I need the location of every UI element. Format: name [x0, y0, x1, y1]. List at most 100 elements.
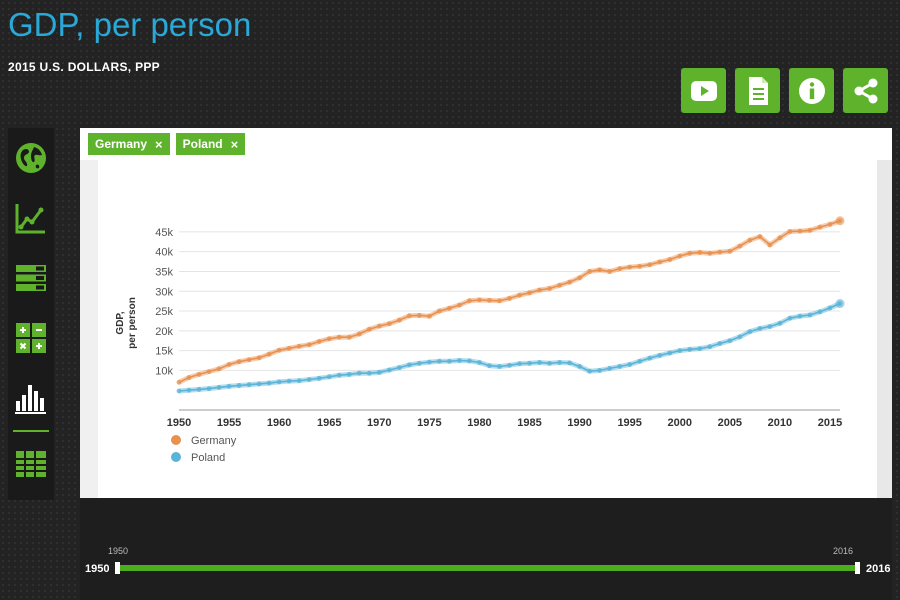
document-icon	[748, 76, 768, 105]
data-point	[467, 358, 472, 364]
data-point	[306, 342, 312, 348]
timeline-end-handle[interactable]	[855, 562, 860, 574]
data-point	[797, 313, 803, 319]
data-point	[537, 360, 542, 365]
play-video-button[interactable]	[681, 68, 726, 113]
page-subtitle: 2015 U.S. DOLLARS, PPP	[8, 60, 160, 74]
data-point	[447, 305, 452, 311]
bar-chart-icon	[15, 385, 46, 414]
y-tick-label: 40k	[155, 247, 173, 259]
data-point	[497, 298, 502, 304]
data-point	[336, 334, 342, 340]
data-point	[757, 234, 763, 240]
y-tick-label: 15k	[155, 346, 173, 358]
data-point	[727, 338, 733, 344]
timeline-start-label: 1950	[108, 546, 128, 556]
data-point	[717, 249, 723, 255]
data-point	[266, 380, 272, 386]
share-button[interactable]	[843, 68, 888, 113]
remove-chip-icon[interactable]: ×	[155, 136, 163, 152]
data-point	[547, 286, 552, 291]
share-icon	[854, 78, 877, 103]
data-point	[467, 298, 472, 304]
x-tick-label: 1950	[167, 417, 191, 429]
data-point	[406, 362, 412, 368]
sidebar-divider	[13, 430, 49, 432]
timeline-start-value: 1950	[85, 563, 109, 575]
data-point	[366, 326, 372, 332]
data-point	[687, 347, 693, 352]
x-tick-label: 1965	[317, 417, 341, 429]
sidebar	[8, 128, 54, 500]
data-point	[386, 367, 392, 373]
data-point	[597, 368, 603, 373]
data-point	[336, 372, 342, 378]
data-point	[697, 250, 703, 255]
data-point	[607, 269, 613, 274]
chart-area: 10k 15k 20k 25k 30k 35k 40k 45k 1950 1955 1960 1965…	[98, 160, 877, 518]
data-point	[276, 379, 282, 385]
sidebar-item-calculator[interactable]	[8, 308, 54, 368]
data-point	[647, 262, 653, 268]
data-point	[817, 224, 823, 230]
data-point	[527, 290, 532, 296]
y-tick-label: 10k	[155, 365, 173, 377]
data-point	[386, 321, 392, 327]
page-title: GDP, per person	[8, 6, 252, 43]
data-point	[767, 242, 773, 248]
data-point	[627, 264, 633, 270]
data-point	[677, 348, 683, 354]
timeline-track[interactable]	[118, 565, 857, 571]
remove-chip-icon[interactable]: ×	[230, 136, 239, 152]
data-point	[366, 370, 372, 376]
data-point	[577, 364, 583, 369]
document-button[interactable]	[735, 68, 780, 113]
data-point	[727, 248, 733, 254]
data-point	[186, 387, 192, 393]
sidebar-item-ranking[interactable]	[8, 248, 54, 308]
data-point	[707, 250, 713, 256]
data-point	[557, 282, 562, 288]
data-point	[487, 297, 492, 303]
x-tick-label: 2005	[718, 417, 742, 429]
data-point	[316, 375, 322, 381]
filter-chip-label: Germany	[95, 137, 148, 151]
data-point	[547, 360, 552, 366]
data-point	[507, 295, 512, 301]
info-button[interactable]	[789, 68, 834, 113]
data-point	[707, 344, 713, 350]
data-point	[216, 385, 222, 390]
data-point	[527, 360, 532, 366]
data-point	[637, 358, 643, 364]
data-point	[186, 375, 192, 380]
sidebar-item-trends[interactable]	[8, 188, 54, 248]
sidebar-item-map[interactable]	[8, 128, 54, 188]
data-point	[627, 362, 633, 367]
data-point	[216, 366, 222, 372]
legend-marker	[171, 435, 181, 445]
legend-label: Germany	[191, 435, 237, 447]
panel-right-shade	[877, 160, 892, 498]
data-point	[807, 312, 813, 318]
filter-chip-poland[interactable]: Poland ×	[175, 133, 246, 155]
data-point	[206, 386, 212, 392]
data-point	[447, 358, 452, 364]
data-point	[517, 292, 522, 298]
data-point	[777, 320, 783, 326]
data-point	[737, 243, 743, 249]
data-point	[416, 360, 422, 366]
data-point	[286, 345, 292, 351]
timeline-end-label: 2016	[833, 546, 853, 556]
data-point	[477, 360, 482, 365]
data-point	[196, 387, 202, 392]
data-point	[306, 377, 312, 382]
timeline-start-handle[interactable]	[115, 562, 120, 574]
sidebar-item-table[interactable]	[8, 434, 54, 494]
timeline-slider[interactable]: 1950 2016 1950 2016	[80, 498, 892, 600]
sidebar-item-bars[interactable]	[8, 368, 54, 428]
data-point	[236, 383, 242, 388]
data-point	[537, 287, 542, 293]
filter-chip-germany[interactable]: Germany ×	[88, 133, 170, 155]
table-grid-icon	[16, 451, 46, 477]
data-point	[256, 355, 262, 361]
